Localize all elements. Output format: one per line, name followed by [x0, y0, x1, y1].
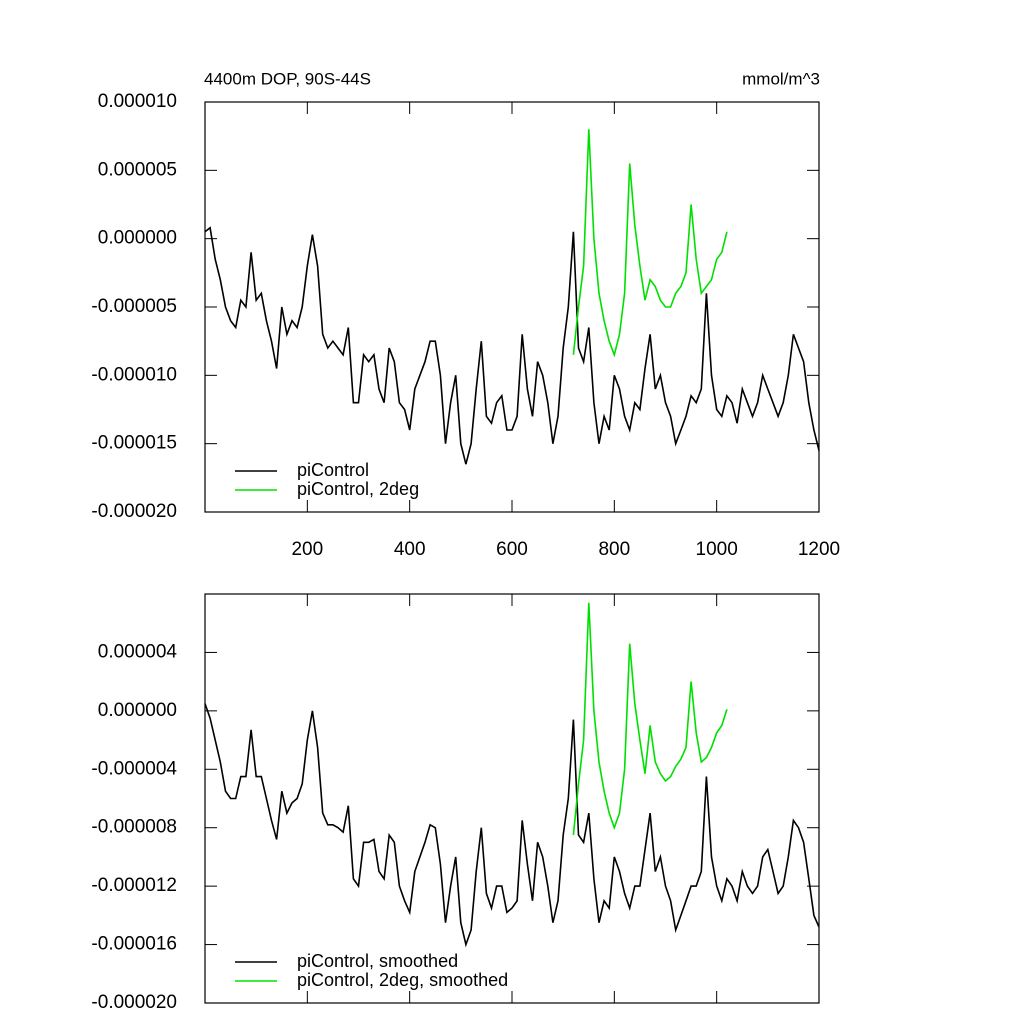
legend-label: piControl, 2deg — [297, 479, 419, 499]
y-tick-label: 0.000000 — [98, 228, 177, 249]
y-tick-label: -0.000012 — [91, 875, 177, 896]
x-tick-label: 600 — [496, 539, 528, 560]
y-tick-label: -0.000020 — [91, 992, 177, 1013]
series-line — [204, 703, 820, 948]
y-tick-label: 0.000000 — [98, 700, 177, 721]
series-line — [572, 602, 728, 836]
y-tick-label: -0.000005 — [91, 296, 177, 317]
x-tick-label: 200 — [291, 539, 323, 560]
legend-label: piControl, 2deg, smoothed — [297, 970, 508, 990]
series-line — [572, 129, 728, 358]
y-tick-label: -0.000004 — [91, 758, 177, 779]
x-tick-label: 800 — [598, 539, 630, 560]
x-tick-label: 1200 — [798, 539, 840, 560]
chart-title: 4400m DOP, 90S-44S — [204, 69, 371, 88]
plot-frame — [204, 101, 820, 513]
y-tick-label: -0.000008 — [91, 817, 177, 838]
units-label: mmol/m^3 — [742, 69, 820, 88]
x-tick-label: 400 — [394, 539, 426, 560]
legend-label: piControl, smoothed — [297, 951, 458, 971]
y-tick-label: -0.000010 — [91, 364, 177, 385]
y-tick-label: -0.000016 — [91, 934, 177, 955]
x-tick-label: 1000 — [696, 539, 738, 560]
y-tick-label: -0.000015 — [91, 433, 177, 454]
y-tick-label: 0.000005 — [98, 159, 177, 180]
series-line — [204, 226, 820, 465]
y-tick-label: 0.000004 — [98, 641, 178, 662]
y-tick-label: -0.000020 — [91, 501, 177, 522]
legend-label: piControl — [297, 460, 369, 480]
y-tick-label: 0.000010 — [98, 91, 177, 112]
